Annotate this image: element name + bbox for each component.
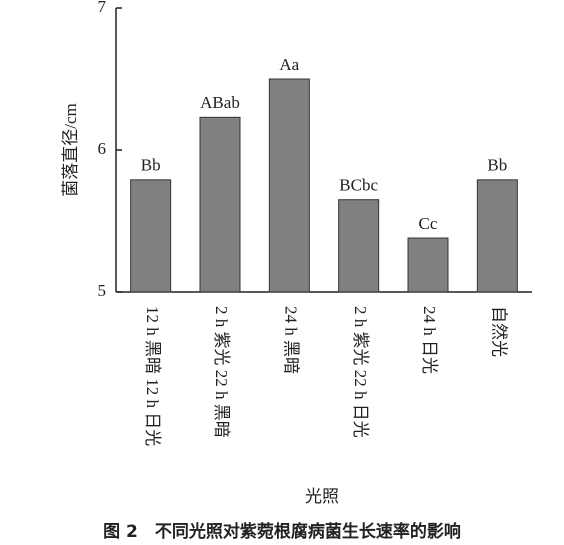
x-tick-label: 2 h 紫光 22 h 日光 [351,306,370,438]
annotation: Bb [141,156,161,175]
bar [199,116,241,293]
caption: 图 2 不同光照对紫菀根腐病菌生长速率的影响 [103,521,461,542]
bar [268,78,310,293]
y-tick-label: 5 [98,281,107,300]
annotation: Aa [279,55,299,74]
x-tick-label: 12 h 黑暗 12 h 日光 [143,306,162,446]
y-axis-label: 菌落直径/cm [61,103,80,197]
x-tick-label: 2 h 紫光 22 h 黑暗 [212,306,231,438]
x-tick-label: 24 h 日光 [420,306,439,374]
y-tick-label: 7 [98,0,107,16]
bar [338,199,380,293]
x-tick-label: 自然光 [489,306,508,357]
x-axis-label: 光照 [305,487,339,506]
x-tick-label: 24 h 黑暗 [281,306,300,374]
annotation: ABab [200,93,240,112]
bar [476,179,518,293]
annotation: BCbc [339,176,378,195]
bar [130,179,172,293]
annotation: Cc [419,214,438,233]
bar [407,237,449,293]
annotation: Bb [487,156,507,175]
y-tick-label: 6 [98,139,107,158]
